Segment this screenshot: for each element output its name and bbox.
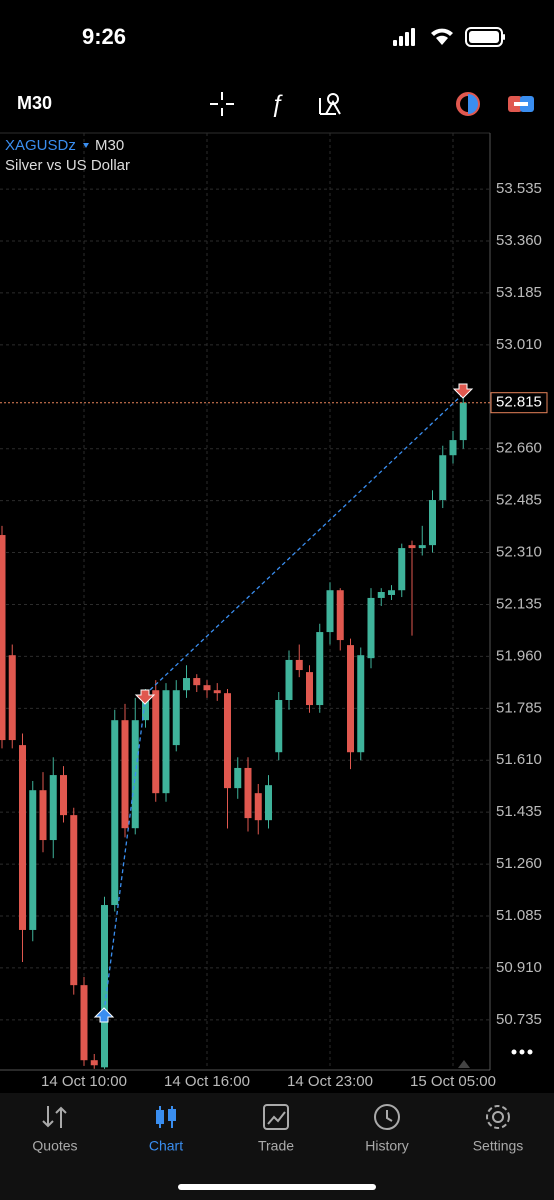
y-tick-label: 52.660 <box>496 440 542 457</box>
candle-body <box>152 690 160 794</box>
candle-body <box>193 678 201 686</box>
candle-body <box>357 655 365 753</box>
candle-body <box>19 745 26 930</box>
y-tick-label: 50.910 <box>496 959 542 976</box>
trade-arrows <box>93 383 474 1023</box>
candle-body <box>408 545 416 549</box>
y-tick-label: 52.310 <box>496 544 542 561</box>
chart-symbol[interactable]: XAGUSDz <box>5 137 76 154</box>
candle-body <box>295 659 303 671</box>
indicators-icon[interactable]: ƒ <box>270 90 283 117</box>
chart-description: Silver vs US Dollar <box>5 157 130 174</box>
symbol-dropdown[interactable] <box>83 143 89 148</box>
candle-body <box>367 597 375 659</box>
candle-body <box>60 775 67 816</box>
y-tick-label: 53.010 <box>496 336 542 353</box>
candle-body <box>316 632 324 706</box>
grid: 53.535 53.360 53.185 53.010 52.660 52.485 52.3… <box>0 133 542 1090</box>
chart-timeframe: M30 <box>95 137 124 154</box>
candle-body <box>265 785 272 821</box>
current-price: 52.815 <box>0 392 548 414</box>
trade-icon[interactable] <box>508 96 534 112</box>
tab-label[interactable]: Chart <box>149 1138 183 1154</box>
candle-body <box>275 700 283 753</box>
y-tick-label: 51.260 <box>496 855 542 872</box>
candle-body <box>172 690 180 746</box>
candle-body <box>429 500 436 546</box>
y-tick-label: 53.535 <box>496 180 542 197</box>
candle-body <box>203 685 211 691</box>
candles <box>0 395 467 1069</box>
candle-body <box>90 1060 98 1066</box>
candle-body <box>224 693 231 789</box>
tab-label[interactable]: Settings <box>473 1138 524 1154</box>
candle-body <box>439 455 447 501</box>
candle-body <box>244 767 252 819</box>
candle-body <box>162 690 170 794</box>
y-tick-label: 51.785 <box>496 699 542 716</box>
y-tick-label: 53.360 <box>496 232 542 249</box>
candle-body <box>398 548 406 591</box>
candle-body <box>29 790 37 930</box>
scroll-marker <box>458 1060 470 1068</box>
candle-body <box>0 535 6 741</box>
current-price-label: 52.815 <box>496 394 542 411</box>
status-time: 9:26 <box>82 24 126 49</box>
candle-body <box>459 402 467 441</box>
tab-bar <box>0 1093 554 1200</box>
x-tick-label: 15 Oct 05:00 <box>410 1073 496 1090</box>
candle-body <box>336 590 344 641</box>
candle-body <box>377 592 385 598</box>
candle-body <box>254 793 262 821</box>
y-tick-label: 52.135 <box>496 595 542 612</box>
y-tick-label: 51.085 <box>496 907 542 924</box>
candle-body <box>347 645 354 753</box>
y-tick-label: 52.485 <box>496 492 542 509</box>
tab-label[interactable]: History <box>365 1138 409 1154</box>
toolbar-timeframe[interactable]: M30 <box>17 93 52 113</box>
x-tick-label: 14 Oct 23:00 <box>287 1073 373 1090</box>
current-price-box <box>490 392 548 414</box>
tab-label[interactable]: Trade <box>258 1138 294 1154</box>
candle-body <box>39 790 47 841</box>
crosshair-icon[interactable] <box>210 92 234 116</box>
candle-body <box>213 690 221 694</box>
candle-body <box>8 655 16 741</box>
candle-body <box>101 905 108 1068</box>
y-tick-label: 53.185 <box>496 284 542 301</box>
candle-body <box>388 590 395 595</box>
more-menu[interactable] <box>511 1049 533 1055</box>
tab-label[interactable]: Quotes <box>32 1138 77 1154</box>
candle-body <box>80 985 88 1061</box>
candle-body <box>418 545 426 549</box>
status-icons <box>393 27 505 47</box>
y-tick-label: 51.610 <box>496 751 542 768</box>
candle-body <box>285 659 293 701</box>
x-tick-label: 14 Oct 10:00 <box>41 1073 127 1090</box>
home-indicator <box>178 1184 376 1190</box>
candle-body <box>142 700 149 721</box>
x-tick-label: 14 Oct 16:00 <box>164 1073 250 1090</box>
y-tick-label: 51.435 <box>496 803 542 820</box>
y-tick-label: 50.735 <box>496 1011 542 1028</box>
tab-icons <box>42 1104 510 1130</box>
candle-body <box>449 440 457 456</box>
candle-body <box>306 672 313 706</box>
candle-body <box>183 678 190 691</box>
candle-body <box>234 767 242 789</box>
tabs: Quotes Chart Trade History Settings <box>32 1138 523 1154</box>
candle-body <box>121 720 129 829</box>
candle-body <box>70 815 78 986</box>
account-icon[interactable] <box>456 92 480 116</box>
candle-body <box>49 775 57 841</box>
objects-icon[interactable] <box>319 93 341 115</box>
trade-lines <box>103 393 464 1013</box>
y-tick-label: 51.960 <box>496 647 542 664</box>
candle-body <box>111 720 119 906</box>
candle-body <box>326 590 334 633</box>
